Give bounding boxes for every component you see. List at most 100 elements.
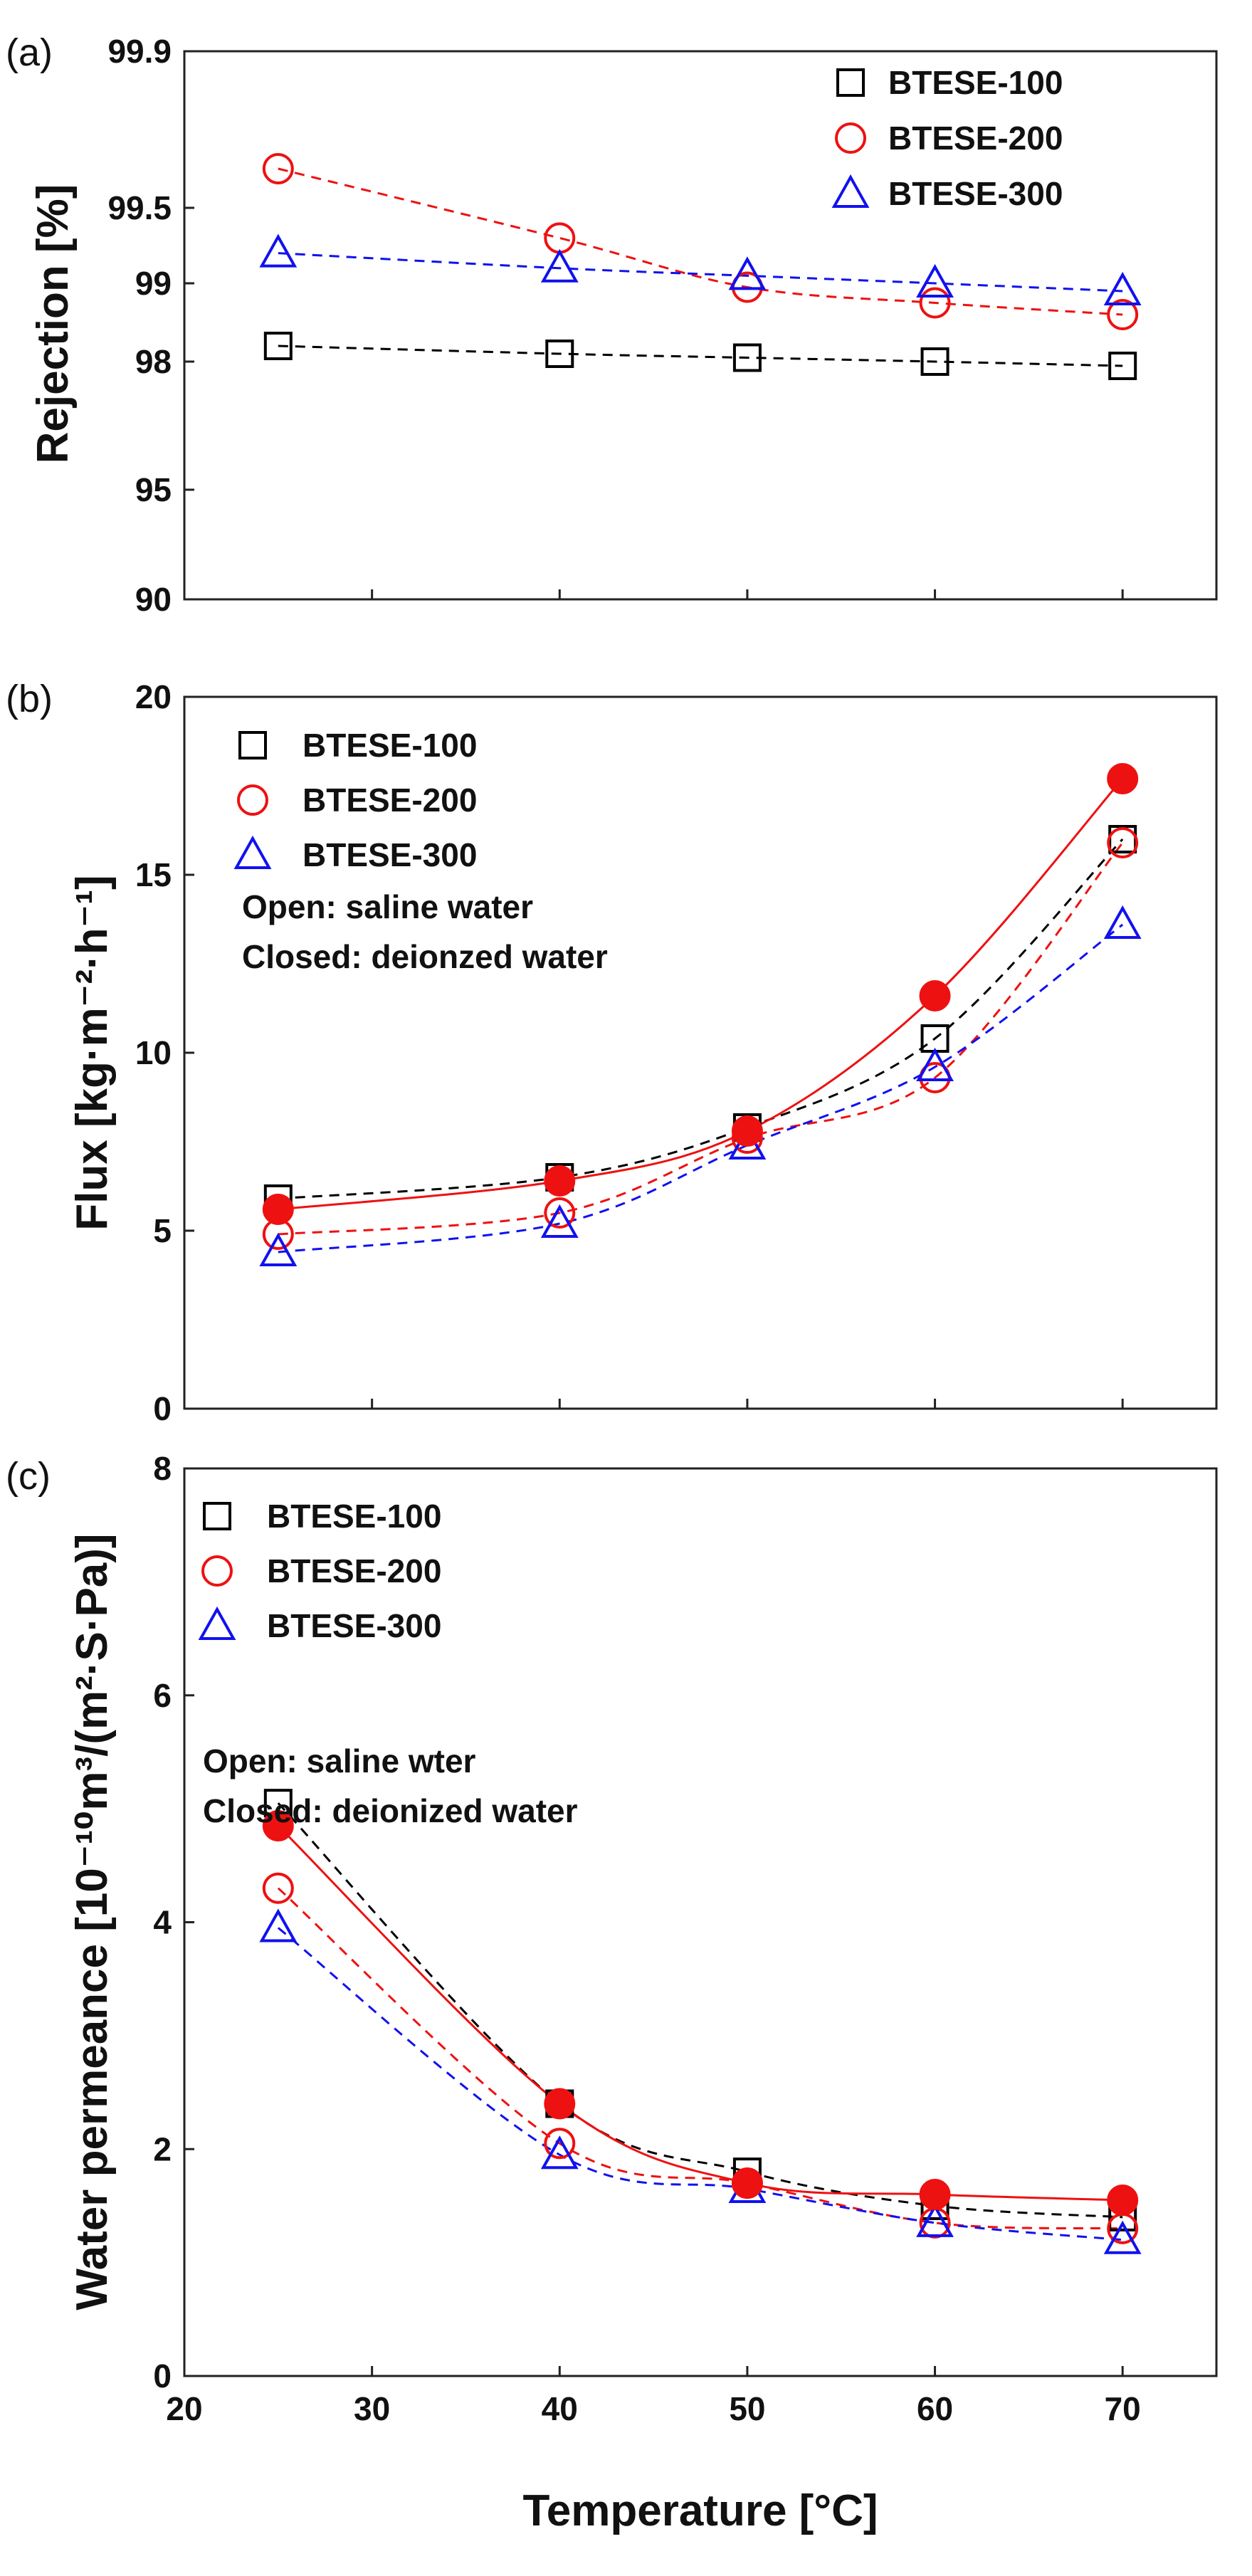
- panel-b-legend-marker: [238, 731, 267, 759]
- panel-b-legend-label: BTESE-200: [303, 782, 477, 819]
- panel-c-xtick-label: 60: [917, 2390, 953, 2427]
- panel-a-label: (a): [6, 31, 53, 74]
- panel-b-ytick-label: 10: [135, 1034, 172, 1071]
- panel-c-ytick-label: 6: [153, 1677, 172, 1714]
- panel-c-data-point-2: [916, 2203, 954, 2237]
- panel-a-yticks: 99.9 99.5 99 98 95 90: [107, 33, 194, 618]
- panel-b-ytick-label: 20: [135, 678, 172, 715]
- panel-c-data-point-3: [919, 2179, 951, 2210]
- panel-a-data-point-0: [732, 343, 762, 372]
- panel-c-data-point-2: [540, 2135, 579, 2170]
- panel-a-fit-line-0: [278, 345, 1123, 367]
- panel-b-legend-marker: [237, 784, 268, 816]
- panel-a-data-point-0: [545, 340, 574, 368]
- panel-c-ytick-label: 0: [153, 2357, 172, 2394]
- panel-c-ytick-label: 2: [153, 2130, 172, 2167]
- panel-a-data-point-1: [919, 287, 951, 319]
- panel-b-legend: BTESE-100 BTESE-200 BTESE-300: [233, 727, 477, 873]
- panel-c-legend: BTESE-100 BTESE-200 BTESE-300: [198, 1498, 441, 1644]
- panel-a-frame: [183, 50, 1218, 601]
- panel-c-label: (c): [6, 1455, 51, 1498]
- panel-b-label: (b): [6, 678, 53, 720]
- panel-c-legend-label: BTESE-100: [267, 1498, 441, 1535]
- panel-c-note-open: Open: saline wter: [203, 1742, 476, 1779]
- panel-b-data-point-3: [1107, 763, 1139, 794]
- panel-a-data-point-0: [920, 347, 949, 376]
- panel-a-data-point-2: [728, 256, 767, 290]
- panel-a-ytick-label: 98: [135, 343, 172, 380]
- panel-a-ytick-label: 99.9: [107, 33, 172, 70]
- panel-b-data-point-2: [540, 1204, 579, 1238]
- panel-b-markers: [259, 763, 1142, 1266]
- panel-c-data-point-3: [262, 1810, 294, 1842]
- panel-c-legend-marker: [201, 1555, 233, 1587]
- panel-b-fit-line-0: [278, 838, 1124, 1200]
- panel-a-legend-marker: [835, 122, 866, 154]
- panel-b: (b) Flux [kg·m⁻²·h⁻¹] 0 5 10 15 20 BTESE-100…: [6, 678, 1218, 1427]
- panel-a-legend-marker: [836, 68, 865, 97]
- panel-c-xticks: 20 30 40 50 60 70: [166, 2366, 1141, 2427]
- panel-c-legend-marker: [198, 1606, 236, 1640]
- panel-c-fits: [277, 1802, 1123, 2241]
- panel-c-data-point-2: [1103, 2220, 1142, 2254]
- panel-c-fit-line-0: [277, 1802, 1123, 2219]
- panel-a-ytick-label: 99: [135, 265, 172, 302]
- panel-b-data-point-3: [731, 1115, 763, 1147]
- panel-c-fit-line-3: [277, 1824, 1123, 2202]
- panel-b-data-point-2: [259, 1232, 298, 1266]
- panel-b-data-point-1: [1107, 827, 1139, 858]
- panel-a-legend-label: BTESE-100: [888, 64, 1063, 101]
- panel-c-yticks: 0 2 4 6 8: [153, 1450, 194, 2394]
- panel-c-xtick-label: 20: [166, 2390, 202, 2427]
- panel-b-ytick-label: 0: [153, 1390, 172, 1427]
- panel-c-ytick-label: 8: [153, 1450, 172, 1487]
- panel-c-legend-label: BTESE-300: [267, 1607, 441, 1644]
- panel-a-legend-label: BTESE-200: [888, 120, 1063, 157]
- panel-a-xticks: [183, 589, 1124, 599]
- panel-a-data-point-2: [259, 233, 298, 268]
- panel-c: (c) Water permeance [10⁻¹⁰m³/(m²·S·Pa)] …: [6, 1450, 1218, 2535]
- panel-c-note-closed: Closed: deionized water: [203, 1792, 578, 1829]
- panel-c-legend-label: BTESE-200: [267, 1552, 441, 1589]
- panel-a-fit-line-1: [278, 167, 1123, 316]
- panel-a-data-point-1: [262, 153, 294, 184]
- panel-c-markers: [259, 1789, 1142, 2254]
- panel-b-ytick-label: 15: [135, 856, 172, 893]
- panel-b-data-point-3: [919, 980, 951, 1011]
- panel-c-xtick-label: 50: [729, 2390, 765, 2427]
- panel-b-ylabel: Flux [kg·m⁻²·h⁻¹]: [68, 875, 117, 1230]
- panel-a-ylabel: Rejection [%]: [28, 184, 78, 464]
- panel-b-ylabel-text: Flux [kg·m⁻²·h⁻¹]: [68, 875, 117, 1230]
- panel-a-data-point-0: [1108, 352, 1137, 380]
- panel-b-note-closed: Closed: deionzed water: [242, 938, 608, 975]
- panel-c-fit-line-2: [277, 1927, 1123, 2241]
- panel-c-data-point-1: [544, 2128, 576, 2160]
- panel-b-data-point-3: [262, 1194, 294, 1225]
- panel-b-ytick-label: 5: [153, 1212, 172, 1249]
- panel-c-data-point-3: [1107, 2184, 1139, 2216]
- panel-a-legend-marker: [831, 174, 870, 208]
- panel-b-data-point-2: [1103, 905, 1142, 939]
- panel-b-yticks: 0 5 10 15 20: [135, 678, 194, 1427]
- panel-a: (a) Rejection [%] 99.9 99.5 99 98 95 90 BTESE…: [6, 31, 1218, 618]
- panel-c-ytick-label: 4: [153, 1904, 172, 1941]
- panel-b-legend-marker: [233, 835, 272, 869]
- panel-a-ytick-label: 99.5: [107, 189, 172, 226]
- panel-b-data-point-2: [916, 1047, 954, 1081]
- panel-c-data-point-2: [259, 1908, 298, 1942]
- panel-c-xtick-label: 70: [1105, 2390, 1141, 2427]
- panel-a-ytick-label: 95: [135, 471, 172, 508]
- panel-c-data-point-3: [544, 2088, 576, 2120]
- panel-a-legend-label: BTESE-300: [888, 175, 1063, 212]
- panel-a-data-point-0: [263, 332, 293, 360]
- panel-c-data-point-1: [262, 1872, 294, 1904]
- panel-b-legend-label: BTESE-100: [303, 727, 477, 764]
- panel-b-note-open: Open: saline water: [242, 888, 533, 925]
- panel-a-ytick-label: 90: [135, 581, 172, 618]
- panel-b-data-point-3: [544, 1165, 576, 1197]
- panel-a-data-point-2: [540, 248, 579, 283]
- panel-b-data-point-1: [544, 1197, 576, 1229]
- panel-c-xlabel: Temperature [°C]: [522, 2486, 878, 2535]
- panel-c-data-point-3: [731, 2167, 763, 2199]
- panel-a-data-point-1: [1107, 299, 1139, 330]
